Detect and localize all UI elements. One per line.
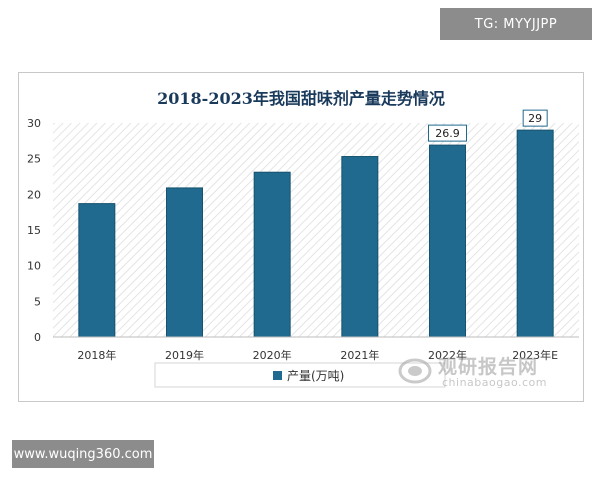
- bar: [78, 203, 116, 338]
- chinabaogao-logo-icon: [398, 358, 432, 384]
- watermark: 观研报告网 chinabaogao.com: [398, 352, 568, 392]
- url-badge: www.wuqing360.com: [12, 440, 154, 468]
- bar: [516, 129, 554, 338]
- bar: [166, 187, 203, 338]
- y-tick-label: 0: [34, 331, 41, 344]
- bar: [429, 144, 466, 338]
- bar: [253, 171, 291, 338]
- chart-title: 2018-2023年我国甜味剂产量走势情况: [157, 89, 445, 108]
- x-tick-label: 2022年: [428, 348, 467, 362]
- x-tick-label: 2018年: [77, 348, 116, 362]
- x-tick-label: 2020年: [253, 348, 292, 362]
- data-label-box: [428, 124, 467, 142]
- y-tick-label: 10: [27, 260, 41, 273]
- x-tick-label: 2023年E: [512, 348, 558, 362]
- watermark-en: chinabaogao.com: [442, 376, 547, 389]
- bar: [341, 156, 379, 338]
- y-tick-label: 15: [27, 224, 41, 237]
- plot-background: [53, 123, 579, 337]
- x-tick-label: 2019年: [165, 348, 204, 362]
- data-label: 26.9: [435, 127, 460, 140]
- x-tick-label: 2021年: [340, 348, 379, 362]
- chart-card: 2018-2023年我国甜味剂产量走势情况 0 5 10 15 20 25 30 2018年 2…: [18, 72, 584, 402]
- y-tick-label: 25: [27, 153, 41, 166]
- data-label-box: [522, 109, 548, 127]
- legend-box: [154, 362, 446, 388]
- legend-swatch: [273, 371, 282, 380]
- data-label: 29: [528, 112, 542, 125]
- y-tick-label: 30: [27, 117, 41, 130]
- watermark-cn: 观研报告网: [438, 356, 539, 378]
- y-tick-label: 20: [27, 188, 41, 201]
- y-tick-label: 5: [34, 295, 41, 308]
- legend-label: 产量(万吨): [287, 369, 344, 383]
- bar-chart: 0 5 10 15 20 25 30 2018年 2019年 2020年 2021年 2022年 26.…: [27, 109, 579, 388]
- tg-badge: TG: MYYJJPP: [440, 8, 592, 40]
